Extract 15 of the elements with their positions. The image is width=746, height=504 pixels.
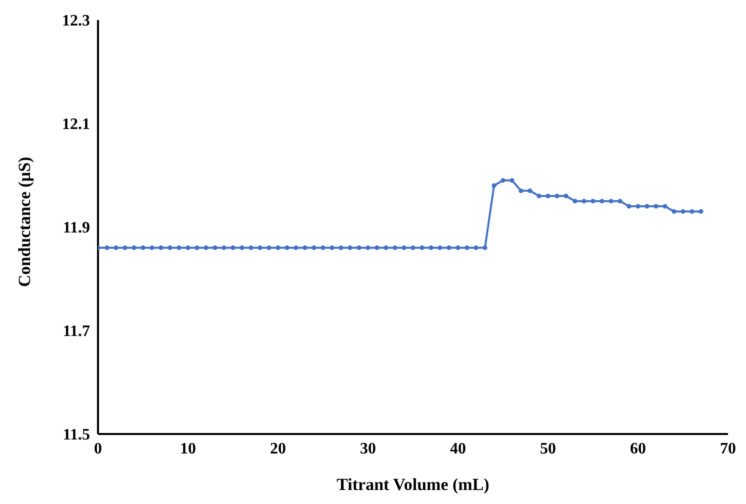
x-tick-label: 70 bbox=[720, 440, 736, 458]
x-tick-label: 50 bbox=[540, 440, 556, 458]
y-axis-title: Conductance (µS) bbox=[15, 156, 34, 287]
y-tick-label: 11.9 bbox=[62, 220, 90, 237]
x-tick-label: 30 bbox=[360, 440, 376, 458]
y-tick-label: 12.3 bbox=[62, 12, 90, 30]
y-tick-label: 12.1 bbox=[62, 116, 90, 134]
x-axis-title: Titrant Volume (mL) bbox=[336, 475, 490, 494]
x-tick-label: 40 bbox=[450, 440, 466, 458]
x-tick-label: 60 bbox=[630, 440, 646, 458]
x-tick-label: 0 bbox=[94, 440, 102, 458]
x-tick-label: 10 bbox=[180, 440, 196, 458]
y-tick-label: 11.7 bbox=[62, 323, 90, 340]
x-tick-label: 20 bbox=[270, 440, 286, 458]
y-tick-label: 11.5 bbox=[62, 426, 90, 444]
